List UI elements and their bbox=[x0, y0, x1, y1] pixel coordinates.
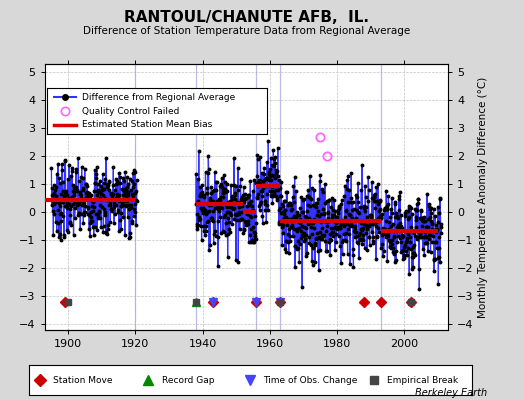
Text: Quality Control Failed: Quality Control Failed bbox=[82, 106, 180, 116]
Text: RANTOUL/CHANUTE AFB,  IL.: RANTOUL/CHANUTE AFB, IL. bbox=[124, 10, 369, 25]
Text: Difference of Station Temperature Data from Regional Average: Difference of Station Temperature Data f… bbox=[83, 26, 410, 36]
Text: Time of Obs. Change: Time of Obs. Change bbox=[264, 376, 358, 385]
Y-axis label: Monthly Temperature Anomaly Difference (°C): Monthly Temperature Anomaly Difference (… bbox=[478, 76, 488, 318]
Text: Empirical Break: Empirical Break bbox=[387, 376, 457, 385]
Text: Difference from Regional Average: Difference from Regional Average bbox=[82, 93, 236, 102]
Text: Berkeley Earth: Berkeley Earth bbox=[415, 388, 487, 398]
Text: Record Gap: Record Gap bbox=[161, 376, 214, 385]
Text: Station Move: Station Move bbox=[53, 376, 113, 385]
Text: Estimated Station Mean Bias: Estimated Station Mean Bias bbox=[82, 120, 213, 129]
